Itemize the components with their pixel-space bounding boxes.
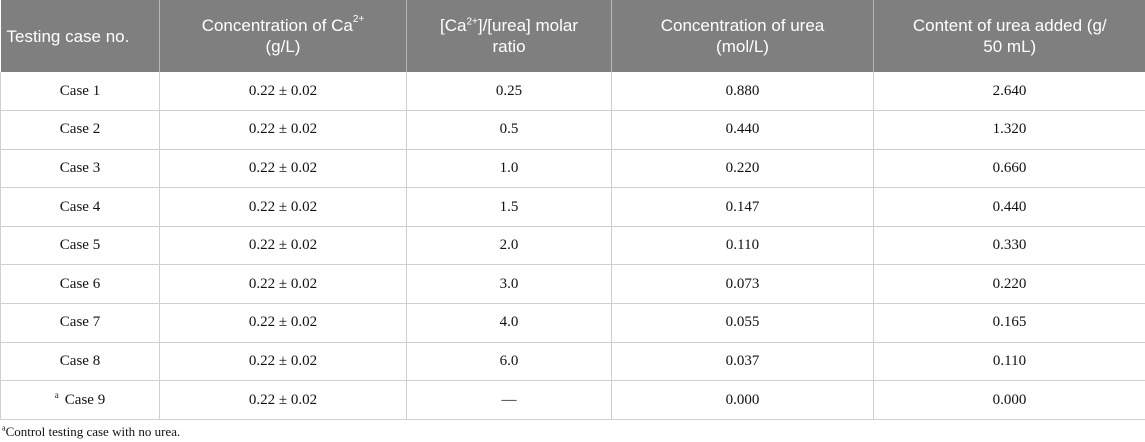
header-urea-concentration: Concentration of urea (mol/L): [611, 0, 874, 72]
cell-case: Case 3: [0, 149, 160, 189]
table-row: Case 5 0.22 ± 0.02 2.0 0.110 0.330: [0, 226, 1145, 266]
table-footnote: aControl testing case with no urea.: [2, 424, 180, 440]
cell-molar-ratio: 3.0: [406, 264, 612, 305]
header-molar-ratio-line2: ratio: [492, 37, 526, 56]
cell-urea-content: 0.220: [873, 264, 1145, 305]
table-row: a Case 9 0.22 ± 0.02 — 0.000 0.000: [0, 380, 1145, 420]
footnote-mark: a: [2, 423, 6, 433]
cell-urea-content: 0.440: [873, 187, 1145, 227]
cell-case: Case 4: [0, 187, 160, 227]
cell-urea-concentration: 0.055: [611, 303, 874, 343]
cell-urea-content: 0.000: [873, 380, 1145, 420]
cell-case-label: Case 9: [64, 391, 106, 408]
cell-case: Case 1: [0, 72, 160, 112]
header-urea-content-label: Content of urea added (g/: [912, 16, 1107, 35]
cell-urea-concentration: 0.440: [611, 110, 874, 150]
cell-urea-content: 0.660: [873, 149, 1145, 189]
cell-molar-ratio: 1.5: [406, 187, 612, 227]
cell-molar-ratio: 6.0: [406, 342, 612, 382]
cell-ca-concentration: 0.22 ± 0.02: [159, 72, 407, 112]
table-row: Case 1 0.22 ± 0.02 0.25 0.880 2.640: [0, 72, 1145, 112]
cell-urea-concentration: 0.037: [611, 342, 874, 382]
header-molar-ratio-rest: ]/[urea] molar: [477, 16, 579, 35]
cell-ca-concentration: 0.22 ± 0.02: [159, 226, 407, 266]
cell-ca-concentration: 0.22 ± 0.02: [159, 110, 407, 150]
table-row: Case 4 0.22 ± 0.02 1.5 0.147 0.440: [0, 187, 1145, 227]
table-row: Case 8 0.22 ± 0.02 6.0 0.037 0.110: [0, 342, 1145, 382]
header-urea-concentration-unit: (mol/L): [716, 37, 769, 56]
table-body: Case 1 0.22 ± 0.02 0.25 0.880 2.640 Case…: [0, 72, 1145, 420]
header-ca-concentration-label: Concentration of Ca: [201, 16, 353, 35]
footnote-marker: a: [54, 389, 59, 400]
cell-case: Case 2: [0, 110, 160, 150]
cell-urea-concentration: 0.880: [611, 72, 874, 112]
cell-ca-concentration: 0.22 ± 0.02: [159, 342, 407, 382]
header-molar-ratio: [Ca2+]/[urea] molar ratio: [406, 0, 612, 72]
cell-molar-ratio: 4.0: [406, 303, 612, 343]
header-testing-case-label: Testing case no.: [6, 26, 130, 46]
cell-urea-content: 0.330: [873, 226, 1145, 266]
cell-urea-concentration: 0.000: [611, 380, 874, 420]
table-row: Case 6 0.22 ± 0.02 3.0 0.073 0.220: [0, 264, 1145, 305]
cell-case: Case 5: [0, 226, 160, 266]
cell-case: a Case 9: [0, 380, 160, 420]
cell-case: Case 6: [0, 264, 160, 305]
cell-ca-concentration: 0.22 ± 0.02: [159, 149, 407, 189]
header-molar-ratio-open: [Ca: [439, 16, 467, 35]
cell-urea-concentration: 0.110: [611, 226, 874, 266]
table-row: Case 7 0.22 ± 0.02 4.0 0.055 0.165: [0, 303, 1145, 343]
table-row: Case 2 0.22 ± 0.02 0.5 0.440 1.320: [0, 110, 1145, 150]
footnote-text: Control testing case with no urea.: [5, 424, 181, 439]
header-ca-concentration-sup: 2+: [352, 14, 365, 26]
cell-ca-concentration: 0.22 ± 0.02: [159, 380, 407, 420]
cell-case: Case 7: [0, 303, 160, 343]
cell-urea-content: 2.640: [873, 72, 1145, 112]
cell-urea-concentration: 0.220: [611, 149, 874, 189]
cell-ca-concentration: 0.22 ± 0.02: [159, 303, 407, 343]
cell-ca-concentration: 0.22 ± 0.02: [159, 264, 407, 305]
header-urea-concentration-label: Concentration of urea: [660, 16, 825, 35]
header-urea-content-unit: 50 mL): [983, 37, 1037, 56]
cell-ca-concentration: 0.22 ± 0.02: [159, 187, 407, 227]
cell-urea-content: 0.165: [873, 303, 1145, 343]
cell-molar-ratio: —: [406, 380, 612, 420]
header-row: Testing case no. Concentration of Ca2+ (…: [0, 0, 1145, 72]
cell-molar-ratio: 2.0: [406, 226, 612, 266]
cell-case: Case 8: [0, 342, 160, 382]
table-row: Case 3 0.22 ± 0.02 1.0 0.220 0.660: [0, 149, 1145, 189]
header-testing-case: Testing case no.: [0, 0, 160, 72]
cell-urea-concentration: 0.073: [611, 264, 874, 305]
header-molar-ratio-sup: 2+: [466, 16, 478, 28]
cell-urea-concentration: 0.147: [611, 187, 874, 227]
header-ca-concentration-unit: (g/L): [265, 37, 301, 56]
header-urea-content: Content of urea added (g/ 50 mL): [873, 0, 1145, 72]
cell-molar-ratio: 0.5: [406, 110, 612, 150]
cell-urea-content: 0.110: [873, 342, 1145, 382]
cell-molar-ratio: 0.25: [406, 72, 612, 112]
cell-molar-ratio: 1.0: [406, 149, 612, 189]
table-header: Testing case no. Concentration of Ca2+ (…: [0, 0, 1145, 72]
cell-urea-content: 1.320: [873, 110, 1145, 150]
data-table: Testing case no. Concentration of Ca2+ (…: [0, 0, 1145, 420]
header-ca-concentration: Concentration of Ca2+ (g/L): [159, 0, 407, 72]
